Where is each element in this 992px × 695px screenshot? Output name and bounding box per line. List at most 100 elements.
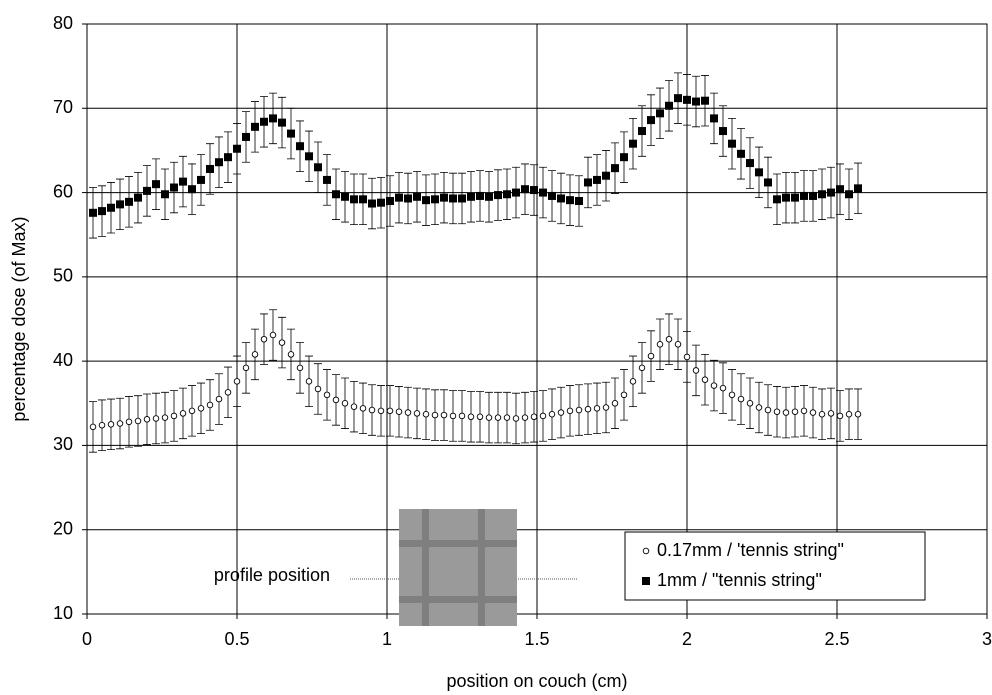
- marker: [557, 409, 565, 416]
- marker: [575, 406, 583, 414]
- marker: [629, 378, 637, 385]
- marker: [314, 163, 322, 172]
- marker: [458, 194, 466, 203]
- marker: [359, 195, 367, 204]
- marker: [206, 401, 214, 409]
- marker: [638, 127, 646, 136]
- marker: [539, 412, 547, 420]
- marker: [197, 405, 205, 412]
- marker: [557, 194, 565, 203]
- marker: [791, 408, 799, 415]
- x-axis-title: position on couch (cm): [446, 671, 627, 691]
- marker: [521, 185, 529, 194]
- marker: [854, 410, 862, 418]
- marker: [449, 194, 457, 203]
- marker: [728, 391, 736, 399]
- marker: [539, 188, 547, 197]
- x-tick-label: 2.5: [824, 629, 849, 649]
- marker: [845, 410, 853, 418]
- marker: [629, 139, 637, 148]
- marker: [197, 175, 205, 184]
- marker: [746, 400, 754, 407]
- marker: [728, 139, 736, 148]
- marker: [719, 127, 727, 136]
- marker: [593, 405, 601, 412]
- annotation: profile position: [214, 565, 330, 585]
- marker: [602, 404, 610, 411]
- marker: [701, 376, 709, 383]
- marker: [692, 97, 700, 106]
- marker: [584, 405, 592, 413]
- marker: [323, 391, 331, 399]
- marker: [692, 367, 700, 374]
- marker: [431, 195, 439, 204]
- marker: [431, 411, 439, 419]
- marker: [494, 414, 502, 421]
- marker: [494, 191, 502, 200]
- marker: [530, 413, 538, 421]
- marker: [854, 184, 862, 193]
- marker: [467, 413, 475, 421]
- marker: [179, 177, 187, 186]
- marker: [323, 175, 331, 184]
- marker: [125, 418, 133, 426]
- marker: [845, 190, 853, 199]
- marker: [800, 407, 808, 415]
- marker: [341, 400, 349, 407]
- marker: [710, 114, 718, 123]
- marker: [791, 193, 799, 202]
- marker: [422, 196, 430, 205]
- marker: [710, 382, 718, 389]
- marker: [116, 420, 124, 427]
- marker: [377, 198, 385, 207]
- marker: [642, 547, 650, 555]
- marker: [413, 192, 421, 201]
- marker: [755, 404, 763, 411]
- marker: [314, 385, 322, 393]
- marker: [665, 335, 673, 343]
- mark-layer: [89, 72, 862, 453]
- marker: [350, 195, 358, 204]
- marker: [620, 391, 628, 399]
- marker: [503, 190, 511, 199]
- marker: [134, 193, 142, 202]
- marker: [143, 416, 151, 423]
- marker: [224, 389, 232, 396]
- marker: [809, 409, 817, 416]
- marker: [143, 186, 151, 195]
- marker: [278, 118, 286, 127]
- marker: [89, 423, 97, 431]
- marker: [800, 191, 808, 200]
- marker: [269, 114, 277, 123]
- marker: [296, 364, 304, 372]
- marker: [827, 410, 835, 417]
- marker: [305, 152, 313, 161]
- marker: [170, 183, 178, 192]
- marker: [332, 190, 340, 199]
- marker: [350, 403, 358, 410]
- inset-line: [422, 509, 429, 626]
- x-tick-label: 1.5: [524, 629, 549, 649]
- marker: [404, 194, 412, 203]
- y-tick-label: 20: [53, 518, 73, 538]
- x-tick-label: 0.5: [224, 629, 249, 649]
- marker: [215, 158, 223, 167]
- marker: [260, 117, 268, 126]
- plot-frame: [86, 23, 988, 615]
- marker: [233, 144, 241, 153]
- marker: [764, 406, 772, 414]
- marker: [773, 195, 781, 204]
- marker: [413, 410, 421, 417]
- marker: [674, 94, 682, 103]
- marker: [206, 164, 214, 173]
- marker: [782, 193, 790, 202]
- marker: [260, 335, 268, 343]
- y-tick-label: 60: [53, 181, 73, 201]
- marker: [773, 408, 781, 415]
- marker: [251, 351, 259, 358]
- marker: [818, 410, 826, 418]
- marker: [368, 406, 376, 414]
- marker: [242, 364, 250, 372]
- marker: [647, 116, 655, 125]
